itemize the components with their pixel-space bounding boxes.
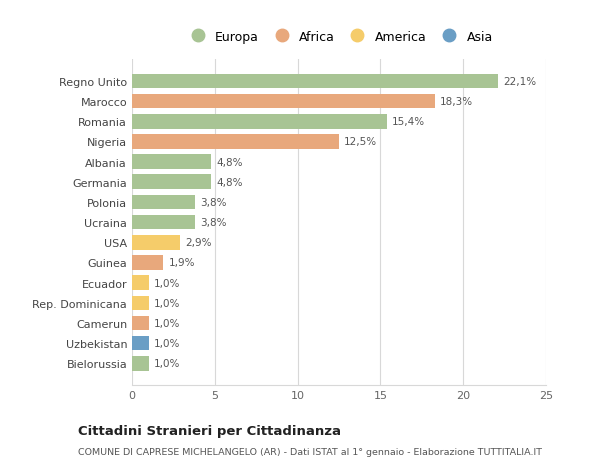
Text: 1,0%: 1,0%	[154, 358, 180, 369]
Text: 1,0%: 1,0%	[154, 278, 180, 288]
Text: 2,9%: 2,9%	[185, 238, 211, 248]
Text: 1,0%: 1,0%	[154, 298, 180, 308]
Text: 4,8%: 4,8%	[217, 177, 243, 187]
Bar	[132, 336, 149, 351]
Bar	[132, 215, 195, 230]
Bar	[132, 95, 435, 109]
Bar	[132, 316, 149, 330]
Text: 3,8%: 3,8%	[200, 197, 226, 207]
Text: 4,8%: 4,8%	[217, 157, 243, 167]
Bar	[132, 115, 387, 129]
Bar	[132, 135, 339, 149]
Bar	[132, 235, 180, 250]
Text: COMUNE DI CAPRESE MICHELANGELO (AR) - Dati ISTAT al 1° gennaio - Elaborazione TU: COMUNE DI CAPRESE MICHELANGELO (AR) - Da…	[78, 448, 542, 457]
Text: 22,1%: 22,1%	[503, 77, 536, 87]
Text: 1,0%: 1,0%	[154, 338, 180, 348]
Text: 3,8%: 3,8%	[200, 218, 226, 228]
Text: 1,9%: 1,9%	[169, 258, 195, 268]
Bar	[132, 356, 149, 371]
Text: 12,5%: 12,5%	[344, 137, 377, 147]
Legend: Europa, Africa, America, Asia: Europa, Africa, America, Asia	[181, 27, 497, 47]
Text: Cittadini Stranieri per Cittadinanza: Cittadini Stranieri per Cittadinanza	[78, 425, 341, 437]
Bar	[132, 155, 211, 169]
Bar	[132, 195, 195, 210]
Bar	[132, 296, 149, 310]
Bar	[132, 276, 149, 290]
Bar	[132, 175, 211, 190]
Bar	[132, 74, 498, 89]
Bar	[132, 256, 163, 270]
Text: 1,0%: 1,0%	[154, 318, 180, 328]
Text: 18,3%: 18,3%	[440, 97, 473, 107]
Text: 15,4%: 15,4%	[392, 117, 425, 127]
